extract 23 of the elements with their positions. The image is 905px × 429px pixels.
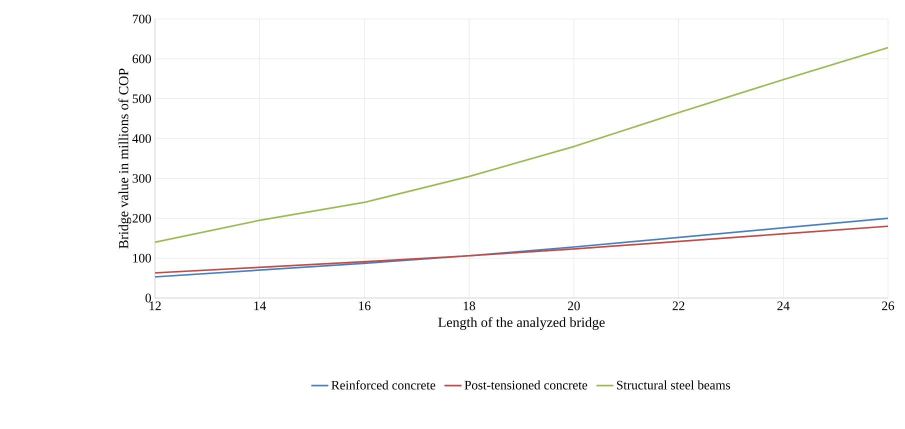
x-tick-label: 26: [882, 302, 894, 310]
x-tick-label: 20: [568, 302, 580, 310]
y-tick-label: 100: [133, 254, 151, 263]
x-tick-label: 16: [359, 302, 371, 310]
x-tick-label: 12: [150, 302, 161, 310]
x-tick-label: 22: [672, 302, 684, 310]
y-tick-label: 200: [132, 214, 151, 223]
x-tick-label: 18: [464, 302, 476, 310]
x-tick-label: 14: [254, 302, 266, 310]
y-tick-label: 0: [146, 294, 151, 302]
y-tick-label: 600: [132, 54, 151, 64]
line-series: [155, 46, 888, 243]
y-tick-label: 400: [132, 134, 151, 143]
legend-label: Reinforced concrete: [331, 380, 436, 390]
y-tick-label: 300: [132, 174, 151, 183]
y-axis-title: Bridge value in millions of COP: [118, 68, 132, 249]
legend-label: Post-tensioned concrete: [464, 380, 588, 390]
y-tick-label: 500: [132, 94, 151, 104]
y-tick-label: 700: [132, 14, 151, 24]
x-axis-title: Length of the analyzed bridge: [438, 317, 605, 330]
x-tick-label: 24: [777, 302, 790, 310]
legend-label: Structural steel beams: [617, 380, 730, 390]
line-series: [155, 225, 888, 274]
